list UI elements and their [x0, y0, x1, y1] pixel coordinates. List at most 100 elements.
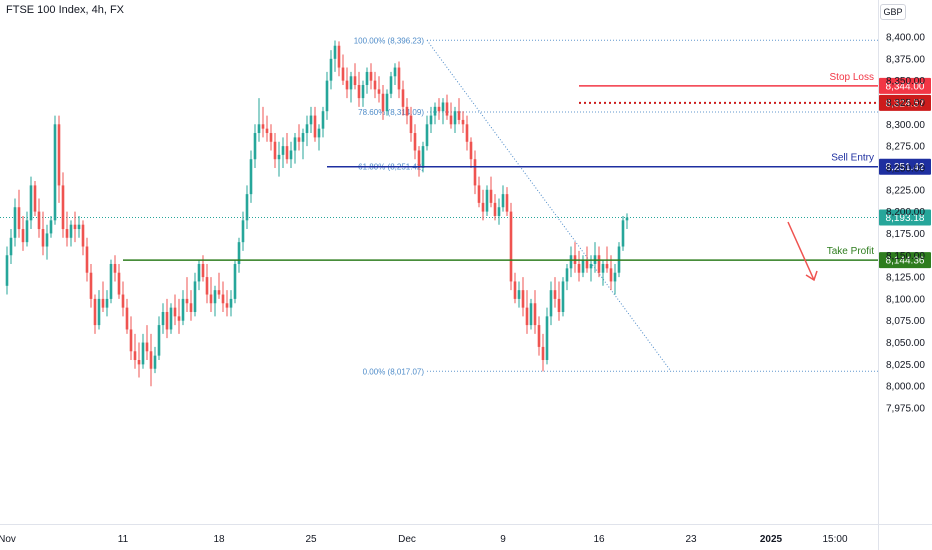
candle	[357, 71, 361, 107]
candle-body	[465, 124, 469, 142]
candle-body	[449, 115, 453, 125]
candle	[89, 263, 93, 308]
candle-body	[481, 202, 485, 212]
candle	[337, 41, 341, 77]
candle-body	[377, 89, 381, 94]
last-price-badge	[879, 209, 931, 226]
candle-body	[245, 194, 249, 221]
y-tick-label: 8,025.00	[886, 360, 925, 371]
candle-body	[473, 159, 477, 186]
candle-body	[109, 263, 113, 299]
candle	[485, 185, 489, 216]
candle-body	[253, 133, 257, 160]
candle-body	[169, 307, 173, 330]
candle-body	[281, 146, 285, 155]
candle-body	[505, 194, 509, 212]
candle	[217, 272, 221, 299]
candle	[437, 98, 441, 120]
candle	[9, 229, 13, 264]
candle	[173, 294, 177, 326]
candle	[289, 141, 293, 168]
y-tick-label: 8,325.00	[886, 98, 925, 109]
candle-body	[301, 133, 305, 142]
candle	[245, 185, 249, 230]
candle-body	[141, 342, 145, 365]
candle-body	[313, 115, 317, 138]
level-name-label: Stop Loss	[830, 72, 874, 83]
candle	[429, 106, 433, 134]
candle	[597, 246, 601, 278]
candle-body	[425, 124, 429, 147]
candle	[121, 281, 125, 317]
candle-body	[545, 316, 549, 361]
candle	[461, 111, 465, 134]
candle	[101, 281, 105, 312]
candle	[521, 277, 525, 317]
candle-body	[445, 102, 449, 116]
candle-body	[49, 220, 53, 234]
candle-body	[5, 255, 9, 286]
candle-body	[373, 80, 377, 90]
candle-body	[357, 85, 361, 99]
y-tick-label: 8,175.00	[886, 229, 925, 240]
y-tick-label: 8,100.00	[886, 294, 925, 305]
candle	[493, 194, 497, 221]
x-tick-label: 9	[500, 534, 506, 545]
candle-body	[201, 263, 205, 278]
candle	[237, 237, 241, 273]
candle-body	[37, 211, 41, 230]
currency-badge[interactable]: GBP	[880, 4, 906, 20]
candle	[233, 259, 237, 304]
candle-body	[17, 207, 21, 230]
candle	[77, 215, 81, 238]
candle-body	[329, 58, 333, 81]
candle	[277, 141, 281, 177]
candle	[169, 303, 173, 334]
candle	[221, 281, 225, 312]
candle	[393, 63, 397, 86]
candle	[581, 255, 585, 278]
candle	[185, 277, 189, 312]
candle	[561, 277, 565, 317]
candle-body	[397, 67, 401, 90]
candle	[13, 198, 17, 247]
candle-body	[197, 263, 201, 282]
candle-body	[137, 360, 141, 365]
candle-body	[469, 141, 473, 160]
candle	[161, 303, 165, 334]
candle	[625, 213, 629, 230]
candle	[501, 185, 505, 212]
y-tick-label: 8,000.00	[886, 382, 925, 393]
candle-body	[209, 294, 213, 304]
y-tick-label: 8,050.00	[886, 338, 925, 349]
candle	[565, 263, 569, 291]
candle	[553, 277, 557, 308]
candle	[413, 124, 417, 160]
candle-body	[557, 298, 561, 312]
x-tick-label: 2025	[760, 534, 783, 545]
candle	[149, 333, 153, 387]
candle	[141, 333, 145, 369]
candle-body	[441, 102, 445, 112]
candle	[189, 290, 193, 321]
candle	[53, 115, 57, 225]
candle-body	[385, 93, 389, 112]
candle	[225, 290, 229, 317]
candle	[165, 298, 169, 339]
candle-body	[265, 128, 269, 134]
candle	[545, 307, 549, 365]
candle-body	[609, 268, 613, 282]
candle-body	[73, 224, 77, 230]
candle	[317, 124, 321, 151]
candle-body	[585, 259, 589, 269]
candle	[33, 181, 37, 216]
candle-body	[93, 298, 97, 326]
candle	[473, 150, 477, 195]
candle	[197, 259, 201, 291]
candle-body	[541, 346, 545, 361]
candle	[261, 106, 265, 138]
candle	[345, 67, 349, 99]
candle	[313, 106, 317, 142]
candle	[301, 128, 305, 160]
